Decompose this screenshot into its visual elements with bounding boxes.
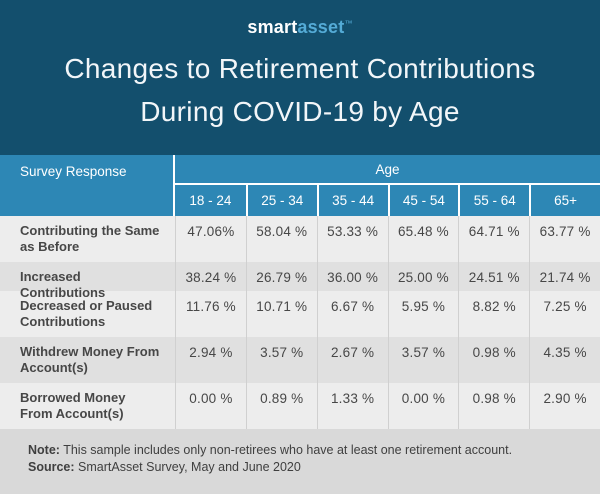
table-cell: 3.57 % [245,337,317,383]
table-cell: 63.77 % [529,216,600,262]
column-header-35-44: 35 - 44 [316,185,388,216]
table-row: Withdrew Money From Account(s) 2.94 % 3.… [0,337,600,383]
table-cell: 3.57 % [387,337,459,383]
table-row: Decreased or Paused Contributions 11.76 … [0,291,600,337]
table-cell: 8.82 % [458,291,529,337]
footer-notes: Note: This sample includes only non-reti… [0,429,600,494]
table-cell: 11.76 % [175,291,246,337]
table-cell: 53.33 % [316,216,388,262]
table-cell: 36.00 % [316,262,388,301]
note-line: Note: This sample includes only non-reti… [28,442,580,459]
note-label: Note: [28,443,60,457]
column-header-45-54: 45 - 54 [387,185,459,216]
table-cell: 4.35 % [529,337,600,383]
table-cell: 25.00 % [387,262,459,301]
table-cell: 0.89 % [245,383,317,429]
table-cell: 0.98 % [458,383,529,429]
row-label: Decreased or Paused Contributions [20,298,153,329]
row-label: Borrowed Money From Account(s) [20,390,126,421]
table-cell: 5.95 % [387,291,459,337]
table-cell: 0.98 % [458,337,529,383]
table-row: Contributing the Same as Before 47.06% 5… [0,216,600,262]
note-text: This sample includes only non-retirees w… [63,443,513,457]
table-cell: 24.51 % [458,262,529,301]
table-cell: 2.90 % [529,383,600,429]
row-label: Withdrew Money From Account(s) [20,344,160,375]
column-header-survey-response: Survey Response [0,155,175,216]
table-cell: 6.67 % [316,291,388,337]
logo-word-smart: smart [247,17,298,37]
table-cell: 21.74 % [529,262,600,301]
table-row: Increased Contributions 38.24 % 26.79 % … [0,262,600,301]
page-title-line-2: During COVID-19 by Age [140,96,460,127]
table-cell: 58.04 % [245,216,317,262]
row-label: Increased Contributions [20,269,106,300]
page-title: Changes to Retirement Contributions Duri… [10,47,590,133]
source-text: SmartAsset Survey, May and June 2020 [78,460,301,474]
column-group-header-age: Age [175,155,600,185]
column-header-65-plus: 65+ [529,185,600,216]
smartasset-logo: smartasset™ [0,13,600,38]
table-cell: 38.24 % [175,262,246,301]
source-line: Source: SmartAsset Survey, May and June … [28,459,580,476]
page-title-line-1: Changes to Retirement Contributions [64,53,536,84]
table-cell: 0.00 % [175,383,246,429]
logo-word-asset: asset [297,17,345,37]
table-cell: 2.94 % [175,337,246,383]
table-cell: 47.06% [175,216,246,262]
row-label: Contributing the Same as Before [20,223,160,254]
header-banner: smartasset™ Changes to Retirement Contri… [0,0,600,155]
table-cell: 64.71 % [458,216,529,262]
table-cell: 65.48 % [387,216,459,262]
table-cell: 2.67 % [316,337,388,383]
table-cell: 10.71 % [245,291,317,337]
table-cell: 26.79 % [245,262,317,301]
table-cell: 0.00 % [387,383,459,429]
table-header: Survey Response Age 18 - 24 25 - 34 35 -… [0,155,600,216]
column-header-55-64: 55 - 64 [458,185,529,216]
source-label: Source: [28,460,75,474]
column-header-25-34: 25 - 34 [245,185,317,216]
column-header-18-24: 18 - 24 [189,193,232,208]
table-cell: 1.33 % [316,383,388,429]
table-row: Borrowed Money From Account(s) 0.00 % 0.… [0,383,600,429]
table-cell: 7.25 % [529,291,600,337]
logo-trademark: ™ [344,19,353,28]
